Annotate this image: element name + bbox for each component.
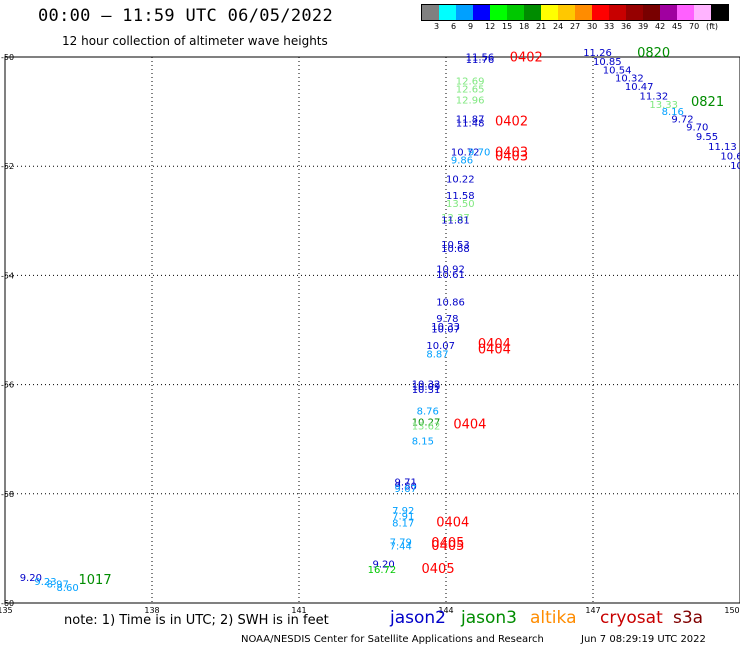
axis-ticks: 135138141144147150-50-52-54-56-58-60 xyxy=(0,53,740,615)
wave-height-label: 9.86 xyxy=(451,155,473,166)
wave-height-label: 10.31 xyxy=(412,385,441,396)
footer-note: note: 1) Time is in UTC; 2) SWH is in fe… xyxy=(64,613,329,628)
wave-height-label: 8.76 xyxy=(417,407,439,418)
plot-border xyxy=(5,57,740,603)
satellite-legend-item: altika xyxy=(530,608,577,628)
grid-lines xyxy=(5,57,740,603)
y-tick-label: -58 xyxy=(1,490,14,499)
wave-height-label: 11.76 xyxy=(466,55,495,66)
satellite-legend-item: s3a xyxy=(673,608,703,628)
y-tick-label: -60 xyxy=(1,599,14,608)
wave-height-label: 9.67 xyxy=(395,484,417,495)
wave-height-label: 7.44 xyxy=(390,541,412,552)
pass-time-label: 0820 xyxy=(637,46,670,61)
wave-height-label: 10.86 xyxy=(436,297,465,308)
wave-height-label: 10.07 xyxy=(431,325,460,336)
pass-time-label: 0403 xyxy=(495,150,528,165)
wave-height-label: 8.15 xyxy=(412,437,434,448)
pass-time-label: 0405 xyxy=(431,539,464,554)
pass-time-label: 0821 xyxy=(691,95,724,110)
pass-time-label: 0404 xyxy=(453,417,486,432)
credit-timestamp: Jun 7 08:29:19 UTC 2022 xyxy=(581,634,706,645)
y-tick-label: -50 xyxy=(1,53,14,62)
wave-height-label: 13.50 xyxy=(446,199,475,210)
wave-height-label: 16.72 xyxy=(368,565,397,576)
pass-time-label: 0402 xyxy=(495,114,528,129)
wave-height-label: 11.81 xyxy=(441,216,470,227)
y-tick-label: -54 xyxy=(1,271,14,280)
pass-time-label: 0402 xyxy=(510,50,543,65)
wave-height-label: 12.65 xyxy=(456,84,485,95)
wave-height-label: 10.68 xyxy=(441,244,470,255)
y-tick-label: -56 xyxy=(1,381,14,390)
satellite-legend-item: jason2 xyxy=(390,608,446,628)
x-tick-label: 150 xyxy=(724,606,739,615)
satellite-legend-item: cryosat xyxy=(600,608,663,628)
wave-height-label: 10.81 xyxy=(730,161,740,172)
pass-time-label: 1017 xyxy=(79,573,112,588)
pass-time-label: 0405 xyxy=(422,562,455,577)
x-tick-label: 147 xyxy=(585,606,600,615)
wave-height-label: 12.96 xyxy=(456,95,485,106)
pass-time-label: 0404 xyxy=(478,342,511,357)
wave-height-label: 10.22 xyxy=(446,175,475,186)
wave-height-label: 11.48 xyxy=(456,118,485,129)
wave-height-label: 8.87 xyxy=(426,349,448,360)
y-tick-label: -52 xyxy=(1,162,14,171)
plot-frame xyxy=(5,57,740,603)
wave-height-label: 8.60 xyxy=(56,583,78,594)
satellite-legend-item: jason3 xyxy=(461,608,517,628)
wave-height-label: 13.62 xyxy=(412,421,441,432)
wave-height-label: 8.17 xyxy=(392,519,414,530)
wave-height-label: 10.61 xyxy=(436,270,465,281)
pass-time-label: 0404 xyxy=(436,516,469,531)
credit-text: NOAA/NESDIS Center for Satellite Applica… xyxy=(241,634,544,645)
